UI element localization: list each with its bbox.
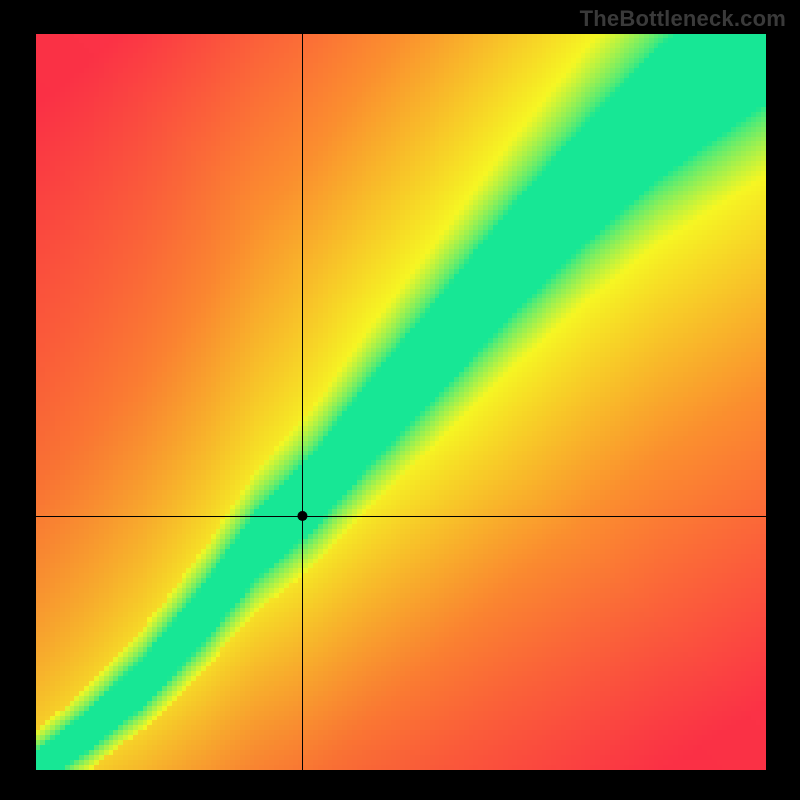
chart-frame: TheBottleneck.com: [0, 0, 800, 800]
watermark-label: TheBottleneck.com: [580, 6, 786, 32]
heatmap-canvas: [36, 34, 766, 770]
heatmap-plot: [36, 34, 766, 770]
